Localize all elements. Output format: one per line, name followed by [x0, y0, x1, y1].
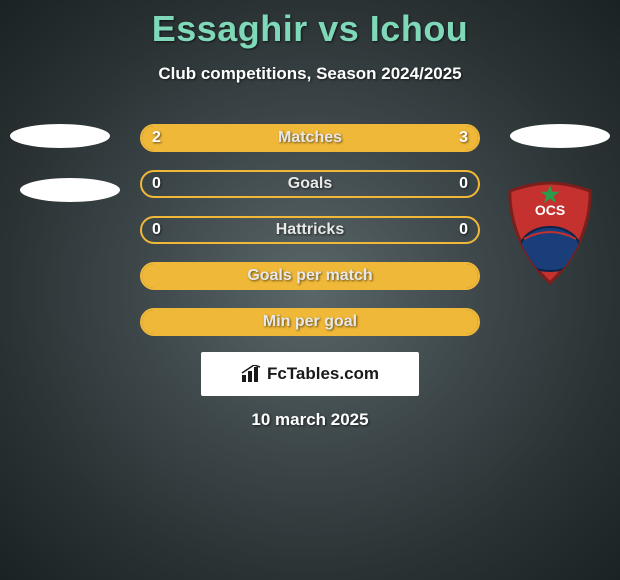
stat-bar-min-per-goal: Min per goal [140, 308, 480, 336]
bar-label: Min per goal [142, 310, 478, 334]
bar-label: Hattricks [142, 218, 478, 242]
ocs-shield-icon: OCS [504, 181, 596, 285]
left-player-team-placeholder [20, 178, 120, 202]
page-subtitle: Club competitions, Season 2024/2025 [0, 64, 620, 84]
stat-bar-matches: 23Matches [140, 124, 480, 152]
stat-bar-goals-per-match: Goals per match [140, 262, 480, 290]
svg-text:OCS: OCS [535, 202, 565, 218]
right-player-avatar-placeholder [510, 124, 610, 148]
comparison-bars: 23Matches 00Goals 00Hattricks Goals per mat… [140, 124, 480, 354]
stat-bar-hattricks: 00Hattricks [140, 216, 480, 244]
fctables-watermark: FcTables.com [201, 352, 419, 396]
snapshot-date: 10 march 2025 [0, 410, 620, 430]
page-title: Essaghir vs Ichou [0, 0, 620, 50]
bar-label: Goals per match [142, 264, 478, 288]
stat-bar-goals: 00Goals [140, 170, 480, 198]
bar-chart-icon [241, 365, 263, 383]
right-club-badge: OCS [500, 178, 600, 288]
left-player-avatar-placeholder [10, 124, 110, 148]
bar-label: Goals [142, 172, 478, 196]
bar-label: Matches [142, 126, 478, 150]
watermark-text: FcTables.com [267, 364, 379, 384]
